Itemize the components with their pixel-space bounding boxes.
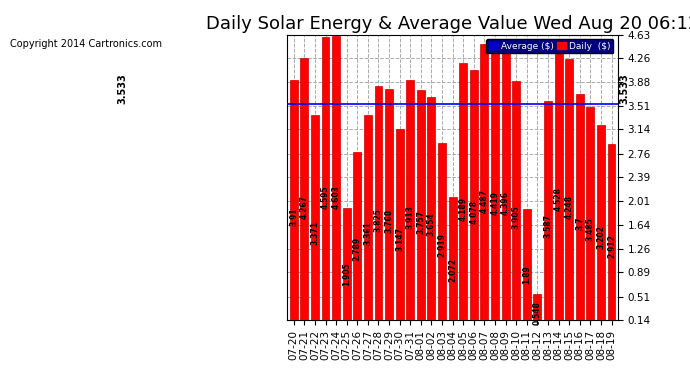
Text: 2.072: 2.072 bbox=[448, 258, 457, 282]
Text: 3.361: 3.361 bbox=[364, 221, 373, 245]
Text: 4.595: 4.595 bbox=[321, 186, 330, 209]
Bar bbox=[523, 209, 531, 329]
Bar bbox=[491, 48, 499, 329]
Bar bbox=[608, 144, 615, 329]
Bar bbox=[343, 208, 351, 329]
Text: 4.078: 4.078 bbox=[469, 200, 478, 224]
Bar bbox=[470, 70, 477, 329]
Bar bbox=[406, 80, 414, 329]
Bar bbox=[438, 143, 446, 329]
Text: 4.396: 4.396 bbox=[501, 191, 510, 215]
Bar bbox=[597, 125, 605, 329]
Text: 3.757: 3.757 bbox=[416, 210, 425, 234]
Text: 3.913: 3.913 bbox=[406, 205, 415, 229]
Bar bbox=[300, 58, 308, 329]
Text: 4.603: 4.603 bbox=[332, 185, 341, 209]
Text: 3.7: 3.7 bbox=[575, 216, 584, 230]
Text: 1.905: 1.905 bbox=[342, 262, 351, 286]
Text: 3.533: 3.533 bbox=[117, 74, 127, 104]
Bar bbox=[417, 90, 425, 329]
Bar bbox=[448, 197, 457, 329]
Text: 4.267: 4.267 bbox=[300, 195, 309, 219]
Text: 3.202: 3.202 bbox=[596, 225, 605, 249]
Text: 3.91: 3.91 bbox=[289, 208, 298, 226]
Text: 1.89: 1.89 bbox=[522, 266, 531, 284]
Text: 3.371: 3.371 bbox=[310, 220, 319, 245]
Text: 4.487: 4.487 bbox=[480, 189, 489, 213]
Bar bbox=[544, 101, 552, 329]
Bar bbox=[428, 97, 435, 329]
Text: Copyright 2014 Cartronics.com: Copyright 2014 Cartronics.com bbox=[10, 39, 162, 50]
Text: 2.789: 2.789 bbox=[353, 237, 362, 261]
Text: 3.587: 3.587 bbox=[544, 214, 553, 238]
Bar bbox=[395, 129, 404, 329]
Title: Daily Solar Energy & Average Value Wed Aug 20 06:12: Daily Solar Energy & Average Value Wed A… bbox=[206, 15, 690, 33]
Text: 3.905: 3.905 bbox=[512, 206, 521, 229]
Text: 3.825: 3.825 bbox=[374, 208, 383, 231]
Text: 4.419: 4.419 bbox=[491, 190, 500, 214]
Bar bbox=[385, 89, 393, 329]
Text: 3.147: 3.147 bbox=[395, 227, 404, 251]
Text: 0.548: 0.548 bbox=[533, 302, 542, 325]
Text: 2.919: 2.919 bbox=[437, 234, 446, 258]
Text: 3.654: 3.654 bbox=[427, 213, 436, 236]
Bar bbox=[364, 115, 372, 329]
Bar bbox=[555, 41, 562, 329]
Text: 2.912: 2.912 bbox=[607, 234, 616, 258]
Text: 3.533: 3.533 bbox=[620, 74, 629, 104]
Text: 4.528: 4.528 bbox=[554, 188, 563, 211]
Bar bbox=[575, 94, 584, 329]
Text: 4.189: 4.189 bbox=[459, 197, 468, 221]
Bar bbox=[512, 81, 520, 329]
Text: 4.248: 4.248 bbox=[564, 195, 573, 219]
Bar bbox=[353, 152, 362, 329]
Bar bbox=[460, 63, 467, 329]
Bar bbox=[322, 37, 330, 329]
Legend: Average ($), Daily  ($): Average ($), Daily ($) bbox=[486, 39, 613, 54]
Bar bbox=[375, 86, 382, 329]
Bar bbox=[565, 59, 573, 329]
Bar bbox=[332, 36, 340, 329]
Bar bbox=[311, 115, 319, 329]
Bar bbox=[480, 44, 489, 329]
Text: 3.768: 3.768 bbox=[384, 209, 393, 233]
Bar bbox=[290, 80, 297, 329]
Bar bbox=[586, 107, 594, 329]
Text: 3.485: 3.485 bbox=[586, 217, 595, 241]
Bar bbox=[533, 294, 542, 329]
Bar bbox=[502, 50, 509, 329]
